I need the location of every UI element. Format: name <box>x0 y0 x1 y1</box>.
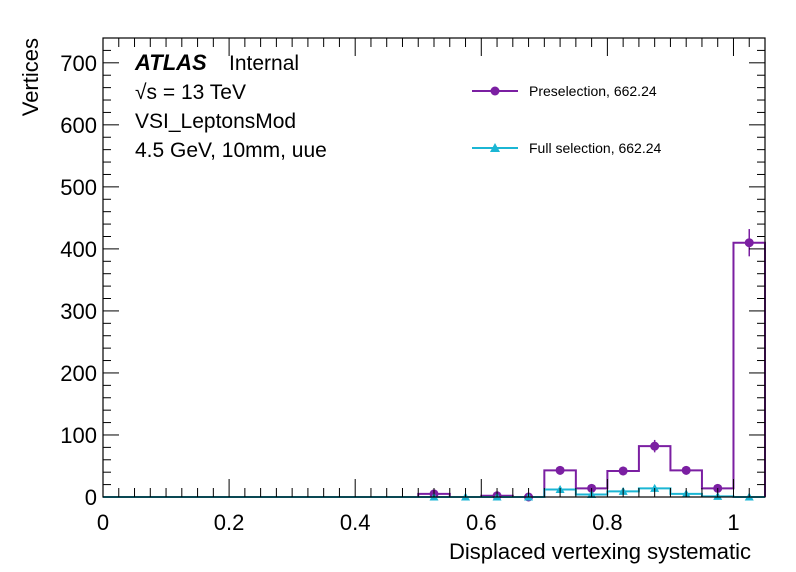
atlas-text: ATLAS <box>134 50 207 75</box>
data-point-preselection <box>681 465 691 475</box>
x-tick-label: 0.8 <box>592 510 623 535</box>
y-tick-label: 0 <box>85 485 97 510</box>
x-tick-label: 1 <box>727 510 739 535</box>
atlas-label: ATLAS Internal <box>134 50 299 75</box>
y-tick-label: 300 <box>60 299 97 324</box>
y-tick-label: 700 <box>60 51 97 76</box>
selection-text: VSI_LeptonsMod <box>135 110 296 133</box>
y-tick-label: 100 <box>60 423 97 448</box>
legend-marker-full-selection <box>490 143 500 152</box>
x-tick-label: 0.4 <box>340 510 371 535</box>
legend-label-full-selection: Full selection, 662.24 <box>529 140 662 156</box>
axis-layer: 0 100 200 300 400 500 600 700 0 0.2 0.4 0.6 0.8 1 Disp… <box>18 37 766 564</box>
y-tick-label: 500 <box>60 175 97 200</box>
data-point-preselection <box>618 466 628 476</box>
legend: Preselection, 662.24 Full selection, 662… <box>472 83 662 156</box>
params-text: 4.5 GeV, 10mm, uue <box>135 139 327 162</box>
legend-entry-full-selection: Full selection, 662.24 <box>472 140 662 156</box>
x-axis-title: Displaced vertexing systematic <box>449 539 751 564</box>
data-point-preselection <box>555 465 565 475</box>
y-tick-label: 600 <box>60 113 97 138</box>
data-point-preselection <box>650 441 660 451</box>
data-point-preselection <box>744 238 754 248</box>
sqrt-s-text: √s <box>135 81 157 104</box>
data-point-full-selection <box>650 483 660 492</box>
x-tick-label: 0.2 <box>214 510 245 535</box>
x-tick-label: 0.6 <box>466 510 497 535</box>
status-text: Internal <box>229 52 299 75</box>
x-tick-label: 0 <box>97 510 109 535</box>
y-tick-label: 400 <box>60 237 97 262</box>
y-tick-label: 200 <box>60 361 97 386</box>
legend-entry-preselection: Preselection, 662.24 <box>472 83 657 99</box>
energy-value-text: = 13 TeV <box>157 81 246 104</box>
legend-marker-preselection <box>490 86 500 96</box>
legend-label-preselection: Preselection, 662.24 <box>529 83 657 99</box>
y-axis-title: Vertices <box>18 38 43 116</box>
energy-text: √s = 13 TeV <box>135 81 246 104</box>
